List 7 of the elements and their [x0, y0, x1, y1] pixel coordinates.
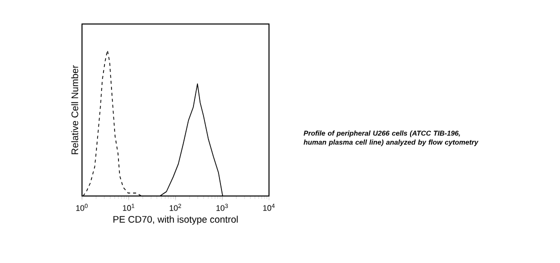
- y-axis-title: Relative Cell Number: [71, 65, 78, 154]
- x-tick-label: 10$^{1}$: [122, 204, 134, 211]
- x-tick-label: 10$^{4}$: [263, 204, 275, 211]
- x-axis-title: PE CD70, with isotype control: [113, 216, 238, 225]
- x-tick-label: 10$^{3}$: [216, 204, 228, 211]
- x-tick-label: 10$^{2}$: [170, 204, 182, 211]
- x-tick-label: 10$^{0}$: [76, 204, 88, 211]
